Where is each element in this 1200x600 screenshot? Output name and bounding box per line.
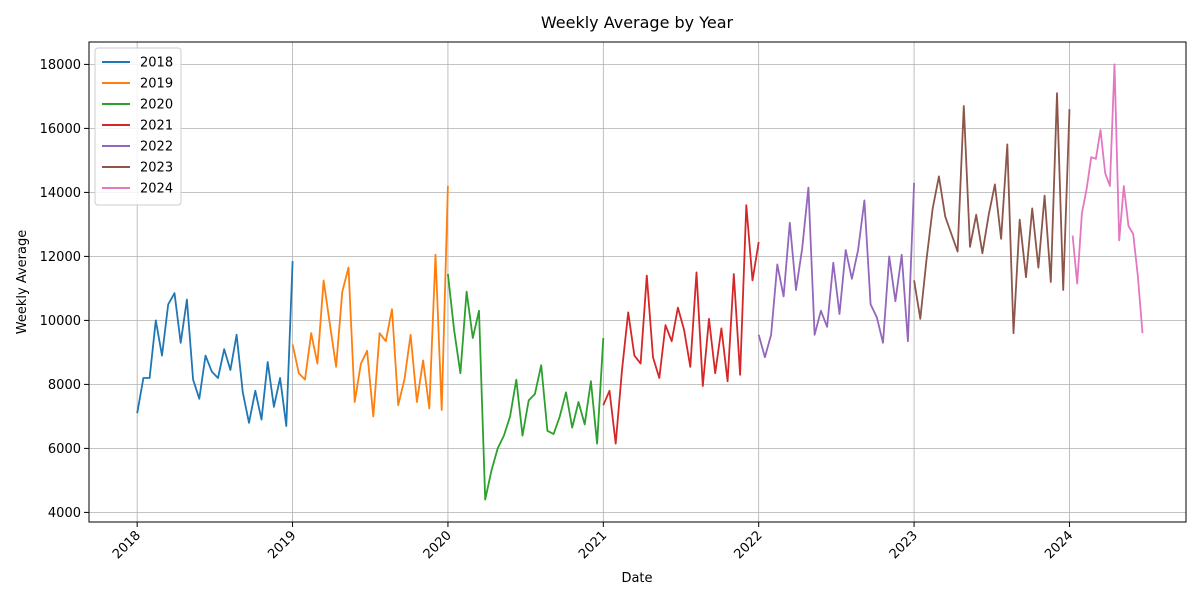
series-line-2021	[602, 204, 760, 445]
legend-label: 2020	[140, 98, 173, 113]
y-tick-label: 14000	[40, 186, 81, 201]
legend: 2018 2019 2020 2021 2022 2023 2024	[94, 47, 182, 206]
chart-title: Weekly Average by Year	[541, 13, 734, 32]
legend-label: 2023	[140, 161, 173, 176]
series-line-2018	[136, 261, 294, 427]
y-axis: 4000 6000 8000 10000 12000 14000 16000 18000	[40, 58, 89, 521]
series-line-2020	[447, 273, 605, 501]
y-tick-label: 16000	[40, 122, 81, 137]
legend-label: 2021	[140, 119, 173, 134]
series-line-2024	[1071, 63, 1144, 334]
series-layer	[136, 63, 1144, 501]
series-line-2022	[757, 182, 915, 359]
x-axis-title: Date	[621, 571, 652, 586]
legend-label: 2022	[140, 140, 173, 155]
y-tick-label: 8000	[48, 378, 81, 393]
series-line-2023	[913, 92, 1071, 335]
grid-lines	[89, 42, 1186, 522]
y-tick-label: 12000	[40, 250, 81, 265]
series-line-2019	[291, 185, 449, 418]
legend-label: 2024	[140, 182, 173, 197]
y-tick-label: 4000	[48, 506, 81, 521]
y-tick-label: 10000	[40, 314, 81, 329]
plot-area-frame	[88, 41, 1187, 523]
legend-box	[94, 47, 182, 206]
y-axis-title: Weekly Average	[15, 230, 30, 334]
y-tick-label: 18000	[40, 58, 81, 73]
legend-label: 2019	[140, 77, 173, 92]
y-tick-label: 6000	[48, 442, 81, 457]
legend-label: 2018	[140, 56, 173, 71]
